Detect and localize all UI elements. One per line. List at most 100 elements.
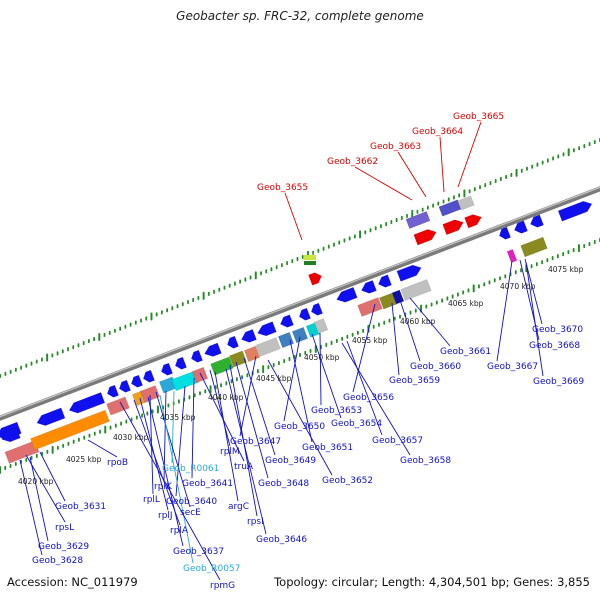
kbp-tick-label: 4050 kbp <box>304 353 340 362</box>
lower-strand-gene <box>255 337 281 357</box>
gene-label: truA <box>234 462 254 472</box>
gene-label: Geob_R0061 <box>162 464 219 474</box>
lower-strand-gene <box>291 326 309 344</box>
leader-line <box>209 369 231 447</box>
lower-strand-gene <box>30 409 110 451</box>
leader-line <box>147 396 184 547</box>
leader-line <box>155 391 191 508</box>
gene-label: Geob_3669 <box>533 377 584 387</box>
lower-strand-gene <box>520 236 548 258</box>
page-title: Geobacter sp. FRC-32, complete genome <box>176 9 424 23</box>
kbp-tick-label: 4040 kbp <box>208 393 244 402</box>
upper-strand-gene <box>36 407 66 426</box>
gene-label: Geob_3660 <box>410 362 461 372</box>
gene-label: Geob_3656 <box>343 393 394 403</box>
gene-label: Geob_R0057 <box>183 564 240 574</box>
leader-line <box>87 439 118 458</box>
leader-line <box>25 454 66 523</box>
kbp-tick-label: 4035 kbp <box>160 413 196 422</box>
leader-line <box>346 340 383 436</box>
island-gene <box>438 199 462 217</box>
genome-backbone-highlight <box>0 186 600 418</box>
island-gene <box>304 261 316 265</box>
leader-line <box>159 394 194 564</box>
leader-line <box>341 342 411 456</box>
upper-strand-gene <box>361 280 377 294</box>
gene-label: Geob_3662 <box>327 157 378 167</box>
upper-strand-gene <box>161 362 173 376</box>
kbp-tick-label: 4060 kbp <box>400 317 436 326</box>
genome-backbone <box>0 186 600 421</box>
upper-strand-gene <box>227 335 239 349</box>
kbp-tick-label: 4045 kbp <box>256 374 292 383</box>
kbp-tick-labels: 4020 kbp 4025 kbp 4030 kbp 4035 kbp 4040 kbp… <box>18 265 584 486</box>
label-leader-lines <box>19 121 544 581</box>
upper-strand-gene <box>143 369 155 383</box>
inner-tick-row <box>0 237 600 474</box>
gene-label: Geob_3652 <box>322 476 373 486</box>
gene-label: Geob_3670 <box>532 325 583 335</box>
leader-line <box>119 401 221 581</box>
lower-strand-gene <box>313 318 329 334</box>
gene-label: rplA <box>170 526 189 536</box>
upper-strand-gene <box>1 427 21 443</box>
upper-strand-gene <box>107 384 119 398</box>
gene-label: rplM <box>220 447 240 457</box>
lower-strand-gene <box>210 356 234 376</box>
lower-strand-gene <box>357 297 383 317</box>
upper-strand-gene <box>514 220 528 234</box>
gene-features <box>0 195 593 464</box>
island-gene <box>413 229 437 246</box>
gene-label: argC <box>228 502 249 512</box>
leader-line <box>319 332 322 406</box>
gene-label: Geob_3654 <box>331 419 382 429</box>
gene-label: Geob_3641 <box>182 479 233 489</box>
leader-line <box>354 166 413 201</box>
leader-line <box>175 385 186 497</box>
lower-strand-gene <box>106 396 130 416</box>
leader-line <box>496 260 513 362</box>
leader-line <box>525 261 544 377</box>
gene-label: rplK <box>154 482 173 492</box>
lower-strand-gene <box>400 279 432 301</box>
gene-label: Geob_3664 <box>412 127 463 137</box>
lower-strand-gene <box>4 440 40 464</box>
gene-label: Geob_3629 <box>38 542 89 552</box>
upper-strand-gene <box>241 329 257 343</box>
leader-line <box>397 151 427 198</box>
lower-strand-gene <box>191 366 209 384</box>
island-gene <box>442 219 464 236</box>
kbp-tick-label: 4020 kbp <box>18 477 54 486</box>
leader-line <box>243 357 276 456</box>
upper-strand-gene <box>396 264 422 282</box>
leader-line <box>29 456 49 542</box>
leader-line <box>235 361 269 479</box>
leader-line <box>133 399 181 526</box>
lower-strand-gene <box>140 385 160 403</box>
gene-label: rpoB <box>107 458 128 468</box>
gene-label: Geob_3637 <box>173 547 224 557</box>
leader-line <box>391 302 400 376</box>
leader-line <box>284 192 303 241</box>
gene-label: rpmG <box>210 581 235 591</box>
upper-strand-gene <box>299 307 311 321</box>
leader-line <box>171 390 175 464</box>
kbp-tick-label: 4070 kbp <box>500 282 536 291</box>
kbp-tick-label: 4025 kbp <box>66 455 102 464</box>
leader-line <box>409 297 451 347</box>
upper-strand-gene <box>557 201 593 222</box>
leader-line <box>191 377 195 479</box>
upper-strand-gene <box>175 356 187 370</box>
island-gene <box>304 255 316 260</box>
gene-label: Geob_3655 <box>257 183 308 193</box>
gene-label: rplJ <box>158 511 173 521</box>
leader-line <box>225 368 267 535</box>
island-gene <box>464 214 482 229</box>
upper-strand-gene <box>119 379 131 393</box>
accession-text: Accession: NC_011979 <box>7 575 138 589</box>
gene-label: Geob_3647 <box>230 437 281 447</box>
gene-labels: Geob_3655 Geob_3662 Geob_3663 Geob_3664 Geob… <box>32 112 584 591</box>
leader-line <box>311 333 342 419</box>
gene-label: rplL <box>143 495 160 505</box>
